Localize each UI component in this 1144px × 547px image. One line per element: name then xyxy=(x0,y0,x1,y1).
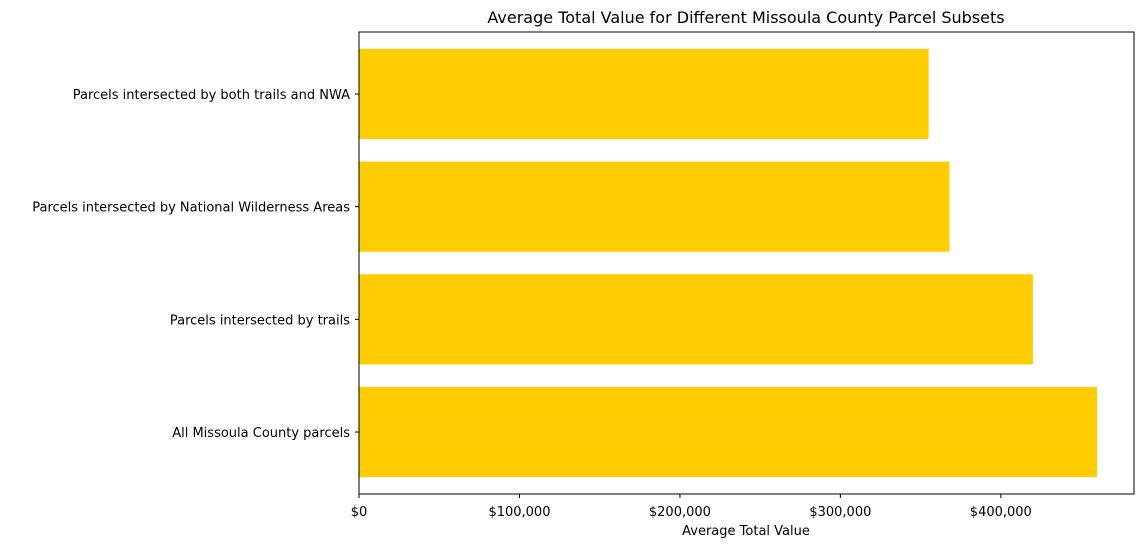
bar-3 xyxy=(359,161,950,252)
y-axis-ticks: All Missoula County parcels Parcels inter… xyxy=(32,88,359,441)
plot-frame xyxy=(358,31,1135,495)
x-tick-label: $0 xyxy=(351,505,368,520)
x-tick-label: $200,000 xyxy=(649,505,711,520)
bar-2 xyxy=(359,274,1033,365)
x-tick-label: $300,000 xyxy=(809,505,871,520)
bar-1 xyxy=(359,386,1098,478)
y-tick-label: All Missoula County parcels xyxy=(172,426,350,441)
x-tick-label: $400,000 xyxy=(970,505,1032,520)
chart-title: Average Total Value for Different Missou… xyxy=(487,8,1004,27)
y-tick-label: Parcels intersected by trails xyxy=(170,313,350,328)
y-tick-label: Parcels intersected by National Wilderne… xyxy=(32,201,350,216)
x-axis-ticks: $0 $100,000 $200,000 $300,000 $400,000 xyxy=(351,494,1032,520)
bar-4 xyxy=(359,48,929,140)
y-tick-label: Parcels intersected by both trails and N… xyxy=(73,88,350,103)
x-tick-label: $100,000 xyxy=(488,505,550,520)
x-axis-label: Average Total Value xyxy=(682,524,810,539)
bars-group xyxy=(359,48,1098,478)
